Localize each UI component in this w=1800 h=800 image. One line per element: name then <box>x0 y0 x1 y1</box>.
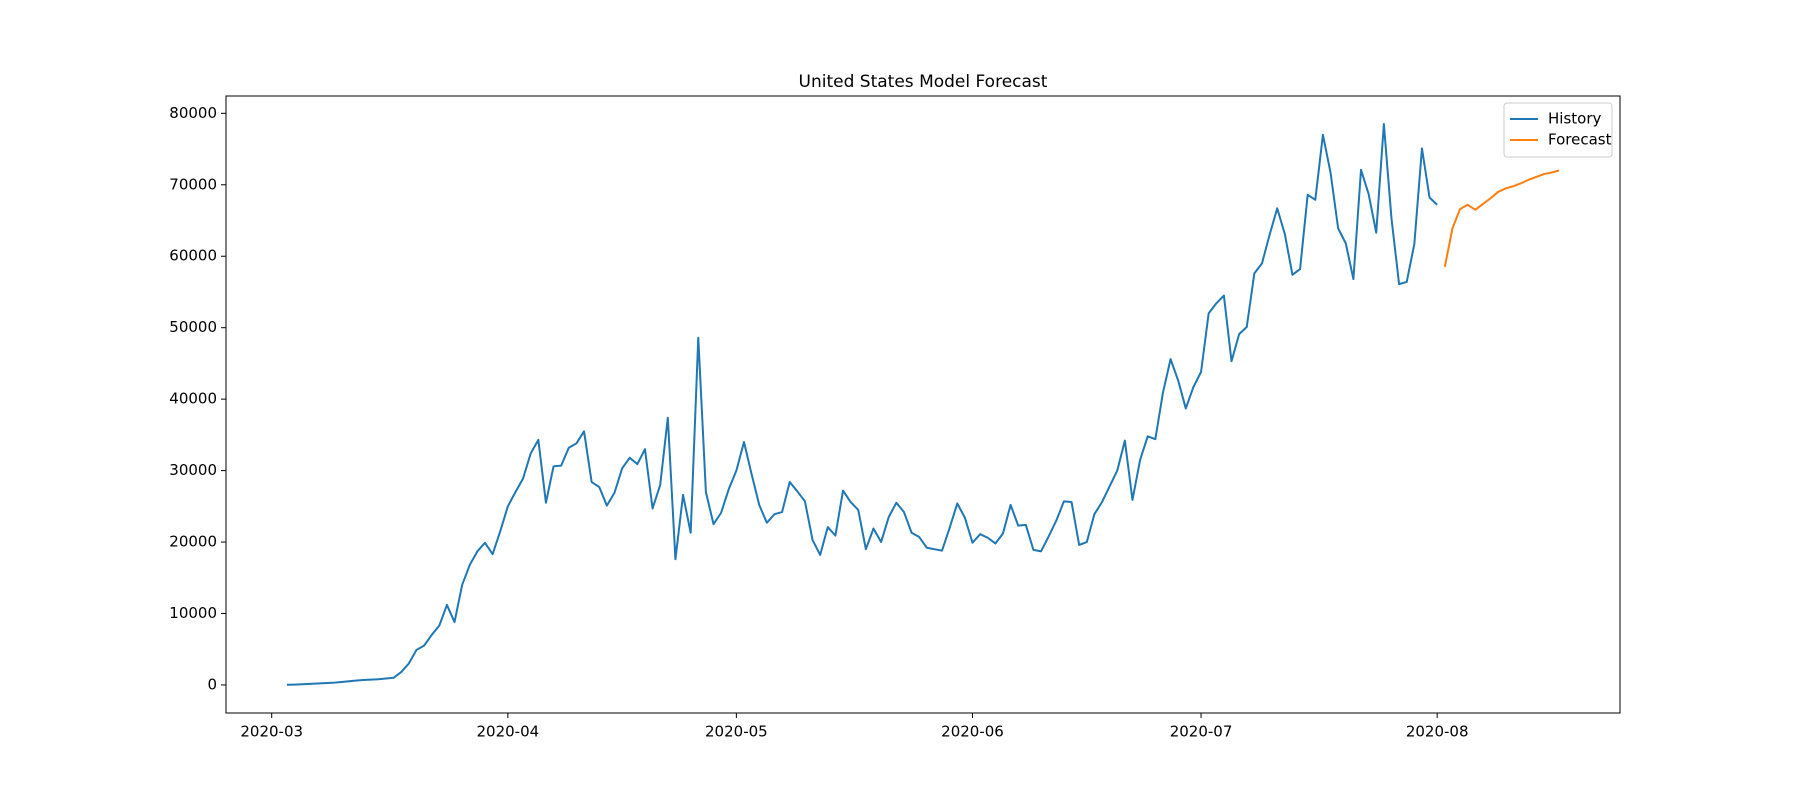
x-tick-label: 2020-06 <box>941 723 1004 741</box>
legend-box <box>1503 102 1613 158</box>
x-tick-label: 2020-08 <box>1406 723 1469 741</box>
y-tick-label: 50000 <box>169 318 217 336</box>
legend-label: Forecast <box>1548 131 1612 149</box>
y-tick-label: 0 <box>207 675 217 693</box>
y-tick-label: 60000 <box>169 247 217 265</box>
legend-label: History <box>1548 110 1601 128</box>
y-tick-label: 40000 <box>169 390 217 408</box>
x-tick-label: 2020-04 <box>477 723 540 741</box>
series-line <box>1443 169 1560 268</box>
y-tick-label: 80000 <box>169 104 217 122</box>
series-line <box>286 123 1438 686</box>
chart-title: United States Model Forecast <box>799 72 1048 92</box>
x-tick-label: 2020-07 <box>1170 723 1233 741</box>
x-tick-label: 2020-03 <box>240 723 303 741</box>
x-tick-label: 2020-05 <box>705 723 768 741</box>
y-tick-label: 30000 <box>169 461 217 479</box>
plot-frame <box>225 95 1621 714</box>
y-tick-label: 20000 <box>169 533 217 551</box>
y-tick-label: 10000 <box>169 604 217 622</box>
y-tick-label: 70000 <box>169 175 217 193</box>
